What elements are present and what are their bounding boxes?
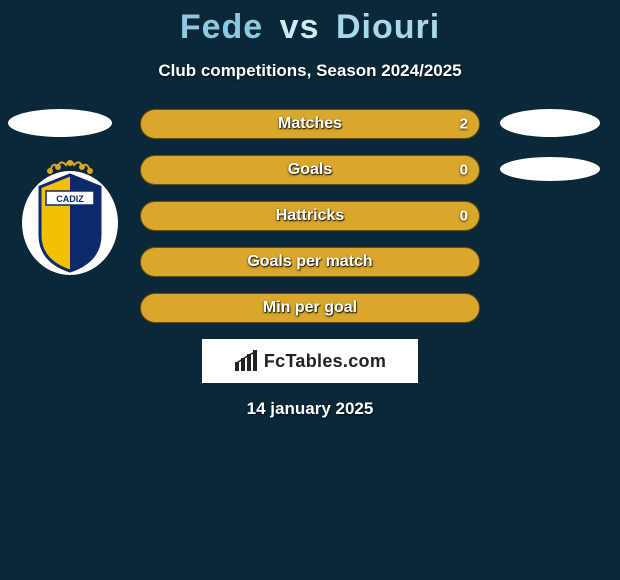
vs-label: vs bbox=[280, 8, 320, 46]
stat-bar-right bbox=[310, 247, 480, 277]
root: Fede vs Diouri Club competitions, Season… bbox=[0, 0, 620, 419]
date-label: 14 january 2025 bbox=[0, 399, 620, 419]
stat-row: Matches2 bbox=[140, 109, 480, 139]
stat-bar-right bbox=[310, 201, 480, 231]
player1-placeholder-top bbox=[8, 109, 112, 137]
stat-row: Min per goal bbox=[140, 293, 480, 323]
ellipse-icon bbox=[500, 157, 600, 181]
brand-box[interactable]: FcTables.com bbox=[202, 339, 418, 383]
stat-bar-left bbox=[140, 109, 310, 139]
stat-bar-right bbox=[310, 109, 480, 139]
subtitle: Club competitions, Season 2024/2025 bbox=[0, 61, 620, 81]
stat-row: Hattricks0 bbox=[140, 201, 480, 231]
stage: CADIZ Matches2 Goals0 Hattricks0 Goals per … bbox=[0, 109, 620, 419]
stat-bar-right bbox=[310, 293, 480, 323]
stat-bar-left bbox=[140, 155, 310, 185]
cadiz-crest-icon: CADIZ bbox=[20, 153, 120, 277]
stat-bar-left bbox=[140, 293, 310, 323]
player1-club-crest: CADIZ bbox=[20, 153, 120, 277]
player2-placeholder-top bbox=[500, 109, 600, 137]
ellipse-icon bbox=[8, 109, 112, 137]
player2-name: Diouri bbox=[336, 8, 440, 46]
player1-name: Fede bbox=[180, 8, 263, 46]
stat-bar-left bbox=[140, 247, 310, 277]
brand-text: FcTables.com bbox=[264, 351, 386, 372]
player2-placeholder-second bbox=[500, 157, 600, 181]
comparison-title: Fede vs Diouri bbox=[0, 8, 620, 47]
ellipse-icon bbox=[500, 109, 600, 137]
stat-bar-right bbox=[310, 155, 480, 185]
svg-text:CADIZ: CADIZ bbox=[56, 194, 84, 204]
stat-bars: Matches2 Goals0 Hattricks0 Goals per match M… bbox=[140, 109, 480, 323]
stat-row: Goals per match bbox=[140, 247, 480, 277]
stat-bar-left bbox=[140, 201, 310, 231]
bars-chart-icon bbox=[234, 350, 260, 372]
stat-row: Goals0 bbox=[140, 155, 480, 185]
